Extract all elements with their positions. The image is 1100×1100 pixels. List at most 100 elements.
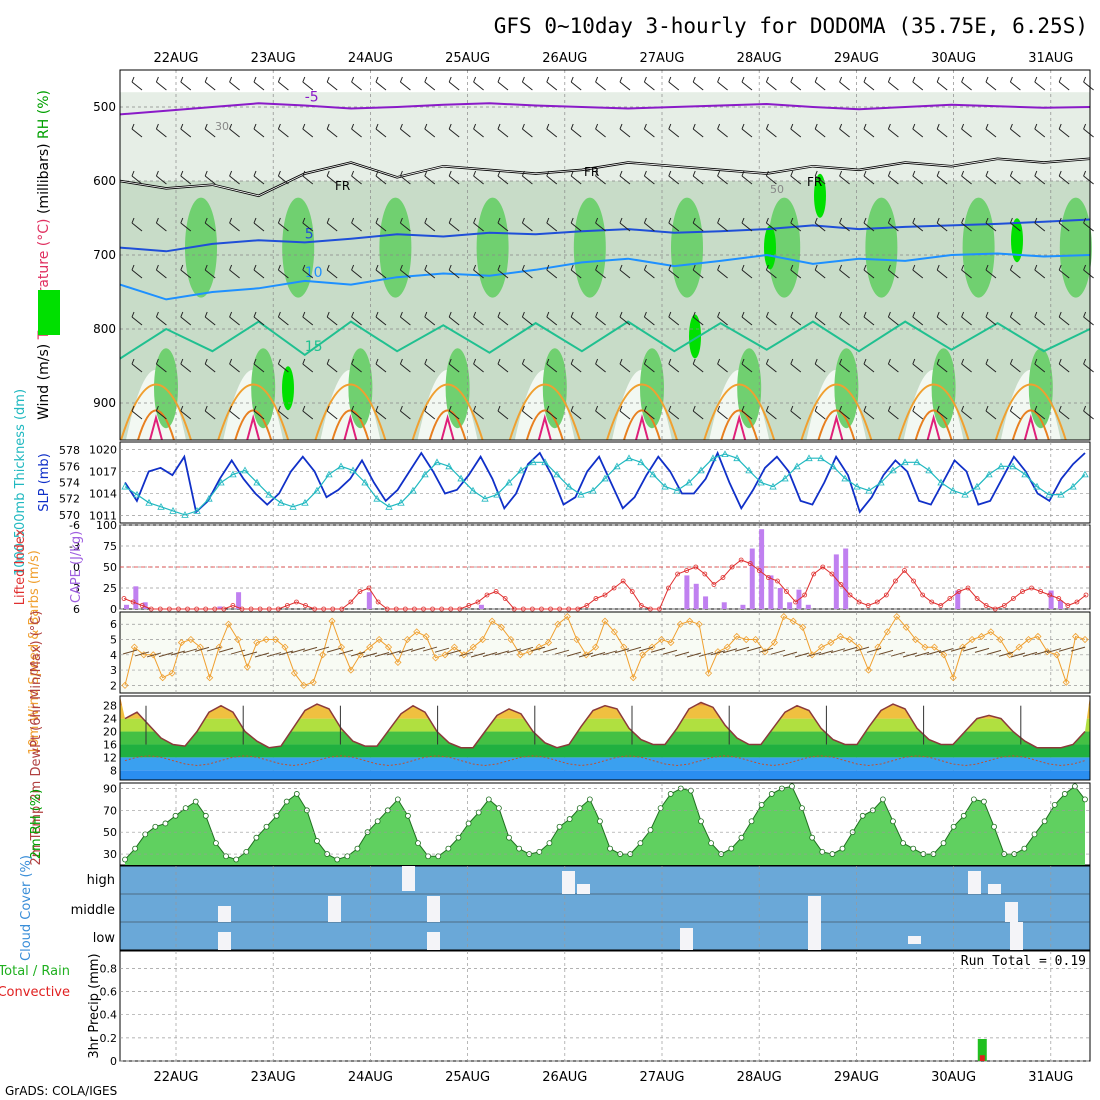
wind-barb-10m [722, 648, 738, 654]
li-marker [1047, 592, 1053, 598]
wind-barb [253, 316, 265, 326]
wind-barb-10m [422, 646, 438, 652]
wind-barb-flag [204, 358, 208, 365]
wind-speed-marker [629, 674, 637, 682]
thickness-marker [229, 470, 237, 478]
li-marker [902, 568, 907, 573]
wind-barb [692, 410, 704, 420]
wind-barb [595, 175, 606, 185]
wind-barb [131, 128, 143, 138]
li-marker [412, 606, 417, 612]
wind-barb [644, 316, 655, 326]
wind-barb-flag [546, 76, 550, 83]
wind-barb-flag [1009, 217, 1013, 224]
wind-barb [668, 81, 680, 91]
wind-barb-flag [741, 170, 745, 177]
wind-barb-flag [668, 405, 672, 412]
rh-marker [940, 840, 947, 847]
isotherm-30 [537, 413, 552, 441]
wind-barb [351, 222, 362, 232]
wind-speed-marker [930, 643, 938, 651]
date-label-bottom: 23AUG [251, 1070, 296, 1085]
wind-barb-flag [619, 170, 623, 177]
wind-barb-flag [936, 405, 940, 412]
wind-barb [1010, 410, 1021, 420]
wind-barb [156, 316, 167, 326]
wind-barb [1058, 81, 1070, 91]
cape-bar [833, 554, 839, 609]
wind-barb [180, 128, 192, 138]
wind-barb-flag [448, 311, 452, 318]
wind-barb-10m [230, 649, 246, 655]
rh-marker [789, 783, 795, 790]
wind-barb-flag [692, 123, 696, 130]
date-label-bottom: 27AUG [639, 1070, 684, 1085]
wind-barb [375, 269, 387, 279]
wind-barb [814, 269, 826, 279]
wind-barb-10m [1022, 651, 1038, 657]
li-marker [203, 606, 209, 612]
wind-barb [1034, 363, 1046, 373]
wind-barb [888, 81, 899, 91]
rh-moist-cell [865, 197, 898, 298]
wind-barb [692, 81, 704, 91]
wind-barb-flag [399, 405, 403, 412]
wind-barb-10m [170, 650, 186, 656]
li-marker [303, 603, 308, 608]
wind-barb-flag [253, 76, 257, 83]
thickness-marker [529, 458, 537, 466]
wind-barb [570, 316, 582, 326]
wind-barb [424, 269, 436, 279]
wind-barb [497, 175, 509, 185]
wind-barb-flag [155, 264, 159, 271]
thickness-marker [781, 474, 789, 482]
wind-barb [863, 81, 875, 91]
wind-barb [229, 269, 240, 279]
wind-barb [1058, 410, 1070, 420]
wind10m-panel: 2 3 4 5 6 10m Wind Speed & Barbs (m/s) [27, 550, 1091, 755]
wind-barb [814, 81, 826, 91]
wind-barb-10m [746, 646, 762, 652]
wind-barb-10m [686, 652, 702, 658]
thickness-marker [133, 490, 141, 498]
wind-speed-marker [535, 643, 543, 651]
wind-barb-10m [194, 646, 210, 652]
wind-barb-flag [570, 311, 574, 318]
wind-barb-flag [985, 170, 989, 177]
wind-barb [766, 222, 777, 232]
wind-barb [644, 81, 655, 91]
wind-barb-flag [253, 311, 257, 318]
wind-barb-flag [765, 76, 769, 83]
wind-barb [204, 175, 216, 185]
wind-barb-flag [180, 123, 184, 130]
wind-barb [400, 222, 411, 232]
wind-barb [448, 81, 460, 91]
isotherm-30 [829, 413, 844, 441]
thickness-marker [253, 478, 261, 486]
cloud-block [427, 932, 440, 950]
li-marker [130, 599, 136, 605]
wind-speed-marker [1072, 632, 1080, 641]
date-label-bottom: 24AUG [348, 1070, 393, 1085]
wind-barb [546, 222, 558, 232]
rh-marker [970, 796, 977, 803]
wind-barb [692, 175, 704, 185]
thickness-marker [493, 490, 501, 498]
wind-barb [644, 175, 655, 185]
wind-barb [912, 363, 924, 373]
li-marker [529, 606, 535, 612]
wind-barb [912, 128, 924, 138]
thickness-marker [901, 458, 909, 466]
wind-barb [1058, 363, 1070, 373]
thickness-marker [301, 498, 309, 506]
wind-barb-flag [131, 170, 135, 177]
wind-barb [766, 410, 777, 420]
thickness-marker [373, 494, 381, 502]
wind-barb-flag [839, 76, 843, 83]
li-marker [893, 578, 898, 584]
rh-marker [273, 812, 280, 819]
wind-barb [741, 316, 753, 326]
rh-marker [890, 818, 896, 825]
cape-bar [768, 575, 774, 609]
wind-barb [790, 222, 802, 232]
